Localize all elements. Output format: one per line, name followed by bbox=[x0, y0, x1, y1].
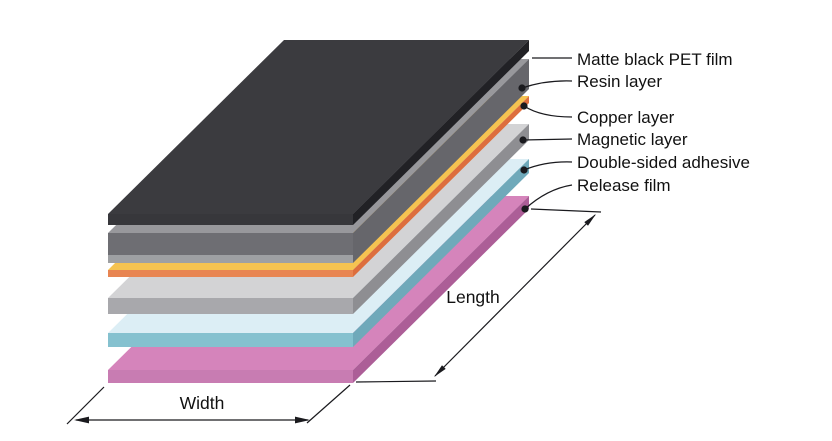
layer-label-release: Release film bbox=[577, 176, 671, 195]
layer-label-copper: Copper layer bbox=[577, 108, 675, 127]
copper-right-face bbox=[353, 96, 529, 277]
layer-slab-matte-black-pet-film bbox=[108, 40, 529, 225]
leader-dot-copper bbox=[520, 102, 528, 110]
leader-line-release bbox=[524, 184, 573, 210]
pet-film-top-face bbox=[108, 40, 529, 214]
layer-label-pet-film: Matte black PET film bbox=[577, 50, 733, 69]
leader-dots bbox=[518, 84, 529, 213]
leader-lines bbox=[521, 57, 573, 210]
leader-dot-resin bbox=[518, 84, 526, 92]
length-dimension bbox=[355, 208, 602, 383]
leader-dot-release bbox=[521, 205, 529, 213]
adhesive-right-face bbox=[353, 159, 529, 347]
layer-label-adhesive: Double-sided adhesive bbox=[577, 153, 750, 172]
adhesive-front-face bbox=[108, 333, 353, 347]
magnetic-right-face bbox=[353, 124, 529, 314]
width-dimension-label: Width bbox=[180, 393, 225, 413]
layer-label-resin: Resin layer bbox=[577, 72, 662, 91]
leader-line-magnetic bbox=[522, 138, 573, 141]
magnetic-front-face bbox=[108, 298, 353, 314]
leader-dot-magnetic bbox=[519, 136, 527, 144]
copper-front-face bbox=[108, 270, 353, 277]
leader-line-copper bbox=[523, 105, 573, 118]
width-arrowhead-right bbox=[295, 416, 310, 424]
release-film-right-face bbox=[353, 196, 529, 383]
length-extension-line-top bbox=[530, 208, 602, 213]
leader-line-adhesive bbox=[523, 161, 573, 171]
leader-dot-adhesive bbox=[520, 166, 528, 174]
pet-film-right-face bbox=[353, 40, 529, 225]
width-dimension bbox=[66, 384, 351, 425]
length-extension-line-bottom bbox=[355, 380, 437, 383]
length-arrowhead-bottom bbox=[434, 365, 446, 377]
layer-label-magnetic: Magnetic layer bbox=[577, 130, 688, 149]
length-dimension-line bbox=[434, 214, 596, 377]
width-arrowhead-left bbox=[74, 416, 89, 424]
width-extension-line-left bbox=[66, 386, 105, 425]
release-film-front-face bbox=[108, 370, 353, 383]
resin-front-face-sheen bbox=[108, 255, 353, 263]
leader-line-resin bbox=[521, 80, 573, 89]
length-dimension-label: Length bbox=[446, 287, 500, 307]
pet-film-front-face bbox=[108, 214, 353, 225]
width-extension-line-right bbox=[306, 384, 351, 424]
length-arrowhead-top bbox=[584, 214, 596, 226]
layer-labels: Matte black PET film Resin layer Copper … bbox=[577, 50, 750, 195]
resin-right-face bbox=[353, 59, 529, 263]
